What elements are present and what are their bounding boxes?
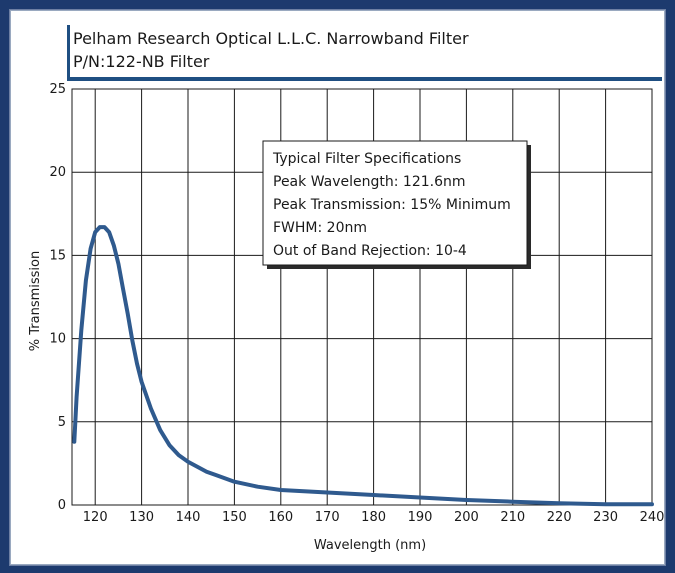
x-tick-label-150: 150 xyxy=(222,510,247,525)
x-tick-label-180: 180 xyxy=(361,510,386,525)
chart-subtitle: P/N:122-NB Filter xyxy=(73,52,210,71)
x-tick-label-220: 220 xyxy=(547,510,572,525)
y-axis-label: % Transmission xyxy=(28,251,43,351)
x-tick-label-230: 230 xyxy=(593,510,618,525)
spec-line-peak-wavelength: Peak Wavelength: 121.6nm xyxy=(273,174,466,190)
y-tick-label-0: 0 xyxy=(58,498,66,513)
title-underline xyxy=(67,77,662,81)
x-axis-label: Wavelength (nm) xyxy=(314,538,426,553)
spec-line-fwhm: FWHM: 20nm xyxy=(273,220,367,236)
y-tick-label-15: 15 xyxy=(49,248,66,263)
spec-box-panel xyxy=(262,140,528,266)
title-accent-bar xyxy=(67,25,70,80)
x-tick-label-120: 120 xyxy=(83,510,108,525)
x-tick-label-200: 200 xyxy=(454,510,479,525)
transmission-chart: Pelham Research Optical L.L.C. Narrowban… xyxy=(28,25,664,553)
chart-frame: Pelham Research Optical L.L.C. Narrowban… xyxy=(10,10,665,565)
x-tick-label-190: 190 xyxy=(408,510,433,525)
spec-line-peak-transmission: Peak Transmission: 15% Minimum xyxy=(273,197,511,213)
x-tick-label-170: 170 xyxy=(315,510,340,525)
spec-annotation: Typical Filter Specifications Peak Wavel… xyxy=(262,140,531,269)
chart-title: Pelham Research Optical L.L.C. Narrowban… xyxy=(73,29,469,48)
x-tick-label-130: 130 xyxy=(129,510,154,525)
y-tick-label-25: 25 xyxy=(49,82,66,97)
y-tick-label-20: 20 xyxy=(49,165,66,180)
y-tick-label-5: 5 xyxy=(58,415,66,430)
x-tick-label-240: 240 xyxy=(640,510,664,525)
x-tick-label-160: 160 xyxy=(268,510,293,525)
spec-line-rejection: Out of Band Rejection: 10-4 xyxy=(273,243,467,259)
spec-line-title: Typical Filter Specifications xyxy=(272,151,461,167)
tick-labels: 120 130 140 150 160 170 180 190 200 210 220 230 240 0… xyxy=(49,82,664,525)
y-tick-label-10: 10 xyxy=(49,332,66,347)
plot-area-border xyxy=(71,88,653,506)
x-tick-label-210: 210 xyxy=(500,510,525,525)
transmission-curve xyxy=(72,225,654,507)
x-tick-label-140: 140 xyxy=(176,510,201,525)
